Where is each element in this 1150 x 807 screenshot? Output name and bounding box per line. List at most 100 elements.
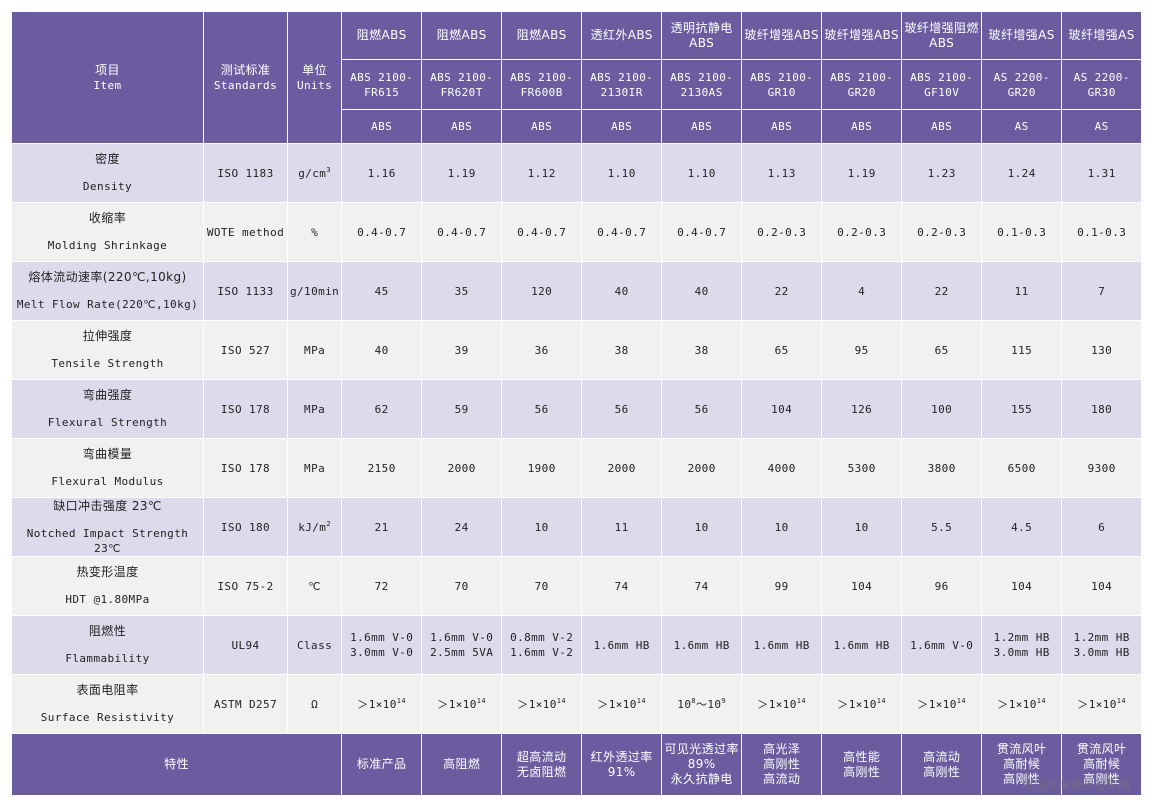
- value-line: 1.6mm V-2: [510, 646, 574, 659]
- grade-code-line: 2130IR: [600, 85, 643, 99]
- value-cell: 1.10: [581, 143, 663, 203]
- value-cell: 1.6mm V-0 3.0mm V-0: [341, 615, 423, 675]
- value-exponent: 14: [956, 696, 967, 705]
- test-standard: ISO 527: [203, 320, 288, 380]
- value-cell: 0.1-0.3: [981, 202, 1063, 262]
- value-cell: 0.4-0.7: [661, 202, 743, 262]
- value-cell: 70: [501, 556, 583, 616]
- feature-line: 91%: [607, 764, 636, 779]
- test-standard: ISO 178: [203, 379, 288, 439]
- grade-code: AS 2200- GR20: [981, 59, 1063, 110]
- value-cell: 120: [501, 261, 583, 321]
- value-line: 1.6mm V-0: [430, 631, 494, 644]
- feature-line: 高流动: [923, 749, 961, 764]
- value-exponent: 14: [876, 696, 887, 705]
- property-row: 密度 Density ISO 1183 g/cm3 1.16 1.19 1.12 1.10 1.…: [11, 143, 1143, 203]
- unit-text: MPa: [304, 402, 326, 416]
- grade-code-line: ABS 2100-: [510, 70, 574, 84]
- feature-line: 贯流风叶: [1076, 742, 1127, 756]
- value-cell: ＞1×1014: [501, 674, 583, 734]
- grade-code-line: GR20: [847, 85, 876, 99]
- grade-base: ABS: [581, 109, 663, 144]
- value-exponent: 14: [1116, 696, 1127, 705]
- property-name-en: Tensile Strength: [51, 357, 164, 370]
- header-unit: 单位 Units: [286, 11, 343, 144]
- value-cell: 130: [1061, 320, 1143, 380]
- grade-code-line: FR615: [364, 85, 400, 99]
- value-cell: 40: [581, 261, 663, 321]
- unit: MPa: [286, 379, 343, 439]
- value-cell: 1.2mm HB 3.0mm HB: [981, 615, 1063, 675]
- value-base: ＞1×10: [837, 697, 877, 711]
- grade-code-line: FR600B: [520, 85, 563, 99]
- property-row: 热变形温度 HDT @1.80MPa ISO 75-2 ℃ 72 70 70 74 74 99 10…: [11, 556, 1143, 616]
- value-cell: 1900: [501, 438, 583, 498]
- test-standard: ISO 180: [203, 497, 288, 557]
- value-cell: ＞1×1014: [981, 674, 1063, 734]
- grade-base: ABS: [821, 109, 903, 144]
- value-base: ＞1×10: [997, 697, 1037, 711]
- grade-code-line: ABS 2100-: [910, 70, 974, 84]
- features-label: 特性: [10, 733, 343, 796]
- value-cell: 0.8mm V-2 1.6mm V-2: [501, 615, 583, 675]
- property-row: 弯曲模量 Flexural Modulus ISO 178 MPa 2150 2000 19…: [11, 438, 1143, 498]
- value-cell: 4: [821, 261, 903, 321]
- grade-name: 阻燃ABS: [501, 11, 583, 60]
- property-name-cn: 熔体流动速率(220℃,10kg): [28, 270, 187, 284]
- feature-cell: 高光泽 高刚性 高流动: [741, 733, 823, 796]
- value-base: ＞1×10: [517, 697, 557, 711]
- test-standard: ISO 1133: [203, 261, 288, 321]
- property-name: 弯曲模量 Flexural Modulus: [11, 438, 204, 498]
- feature-line: 红外透过率: [590, 749, 653, 764]
- value-cell: 1.10: [661, 143, 743, 203]
- property-row: 拉伸强度 Tensile Strength ISO 527 MPa 40 39 36 38 38…: [11, 320, 1143, 380]
- value-sep: ～: [695, 697, 708, 711]
- value-cell: 11: [581, 497, 663, 557]
- grade-base: ABS: [501, 109, 583, 144]
- unit-text: Class: [297, 638, 333, 652]
- value-cell: 1.12: [501, 143, 583, 203]
- property-row: 熔体流动速率(220℃,10kg) Melt Flow Rate(220℃,10k…: [11, 261, 1143, 321]
- unit-text: g/10min: [290, 284, 340, 298]
- test-standard: ISO 1183: [203, 143, 288, 203]
- property-row: 表面电阻率 Surface Resistivity ASTM D257 Ω ＞1×101…: [11, 674, 1143, 734]
- grade-code-line: 2130AS: [680, 85, 723, 99]
- grade-base: ABS: [421, 109, 503, 144]
- header-item: 项目 Item: [11, 11, 204, 144]
- value-cell: 74: [661, 556, 743, 616]
- feature-line: 高耐候: [1003, 757, 1041, 771]
- unit: MPa: [286, 438, 343, 498]
- grade-name: 阻燃ABS: [341, 11, 423, 60]
- value-cell: 100: [901, 379, 983, 439]
- grade-code-line: ABS 2100-: [750, 70, 814, 84]
- value-line: 3.0mm HB: [993, 646, 1050, 659]
- value-cell: 59: [421, 379, 503, 439]
- grade-name: 透明抗静电ABS: [661, 11, 743, 60]
- value-cell: 65: [741, 320, 823, 380]
- feature-line: 高耐候: [1083, 757, 1121, 771]
- value-cell: 5.5: [901, 497, 983, 557]
- value-base: ＞1×10: [357, 697, 397, 711]
- feature-cell: 可见光透过率 89% 永久抗静电: [661, 733, 743, 796]
- value-line: 1.6mm HB: [753, 638, 810, 652]
- value-base: ＞1×10: [917, 697, 957, 711]
- value-cell: ＞1×1014: [1061, 674, 1143, 734]
- value-cell: 40: [661, 261, 743, 321]
- value-cell: 1.6mm V-0 2.5mm 5VA: [421, 615, 503, 675]
- property-name-cn: 拉伸强度: [82, 329, 133, 343]
- value-exponent: 9: [721, 696, 727, 705]
- property-name-en: Surface Resistivity: [40, 711, 175, 724]
- grade-base: ABS: [901, 109, 983, 144]
- value-cell: 21: [341, 497, 423, 557]
- feature-cell: 高阻燃: [421, 733, 503, 796]
- unit: kJ/m2: [286, 497, 343, 557]
- value-cell: 3800: [901, 438, 983, 498]
- feature-line: 可见光透过率: [664, 742, 739, 756]
- value-cell: ＞1×1014: [821, 674, 903, 734]
- value-cell: 180: [1061, 379, 1143, 439]
- value-cell: 39: [421, 320, 503, 380]
- feature-line: 高刚性: [1083, 772, 1121, 786]
- value-cell: 4.5: [981, 497, 1063, 557]
- value-line: 1.6mm HB: [593, 638, 650, 652]
- value-line: 1.2mm HB: [1073, 631, 1130, 644]
